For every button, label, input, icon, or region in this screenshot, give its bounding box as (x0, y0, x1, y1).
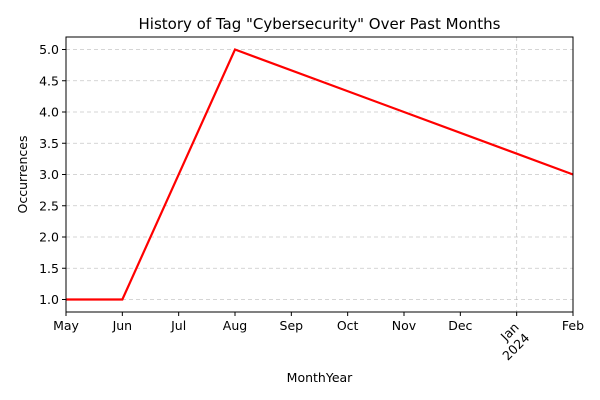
y-tick-label: 1.0 (39, 292, 59, 307)
y-tick-label: 2.5 (39, 198, 59, 213)
x-axis: May Jun Jul Aug Sep Oct Nov Dec Jan2024 Feb (53, 312, 584, 363)
grid-lines (66, 37, 573, 312)
series-layer (66, 48, 574, 301)
y-axis-label: Occurrences (15, 136, 30, 214)
x-tick-label: Nov (392, 318, 417, 333)
y-tick-label: 3.0 (39, 167, 59, 182)
series-line (66, 48, 574, 301)
y-tick-label: 2.0 (39, 230, 59, 245)
x-tick-label: Jan2024 (489, 319, 533, 363)
y-tick-label: 4.0 (39, 105, 59, 120)
x-tick-label: Aug (223, 318, 247, 333)
x-tick-label: May (53, 318, 79, 333)
x-tick-label: Dec (448, 318, 472, 333)
chart-title: History of Tag "Cybersecurity" Over Past… (139, 15, 501, 33)
x-axis-label: MonthYear (287, 370, 354, 385)
y-tick-label: 5.0 (39, 42, 59, 57)
x-tick-label: Jul (170, 318, 186, 333)
x-tick-label: Jun (112, 318, 133, 333)
x-tick-label: Feb (562, 318, 584, 333)
y-tick-label: 3.5 (39, 136, 59, 151)
y-tick-label: 1.5 (39, 261, 59, 276)
y-axis: 1.0 1.5 2.0 2.5 3.0 3.5 4.0 4.5 5.0 (39, 42, 66, 307)
y-tick-label: 4.5 (39, 73, 59, 88)
x-tick-label: Sep (280, 318, 304, 333)
x-tick-label: Oct (337, 318, 359, 333)
